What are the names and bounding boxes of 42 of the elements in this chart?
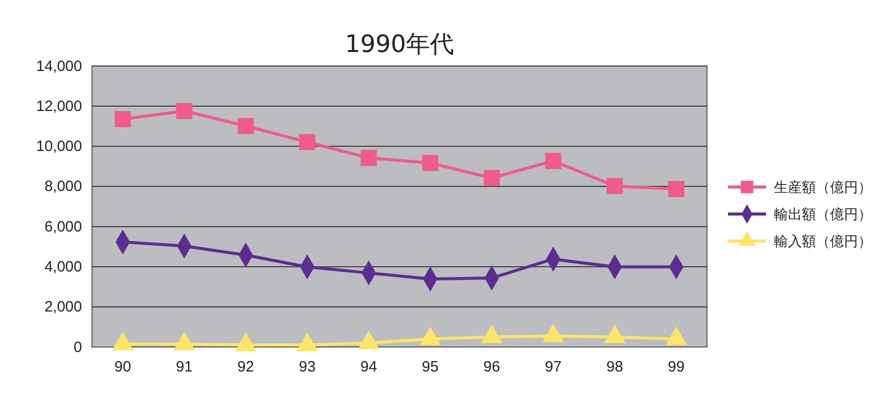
- x-tick-label: 95: [422, 358, 439, 376]
- point: [606, 178, 623, 194]
- point: [545, 152, 562, 169]
- point: [360, 150, 377, 166]
- x-tick-label: 99: [668, 358, 685, 376]
- x-tick-label: 94: [360, 358, 378, 376]
- point: [176, 102, 192, 120]
- point: [238, 118, 254, 134]
- point: [420, 326, 441, 346]
- point: [422, 154, 438, 172]
- point: [542, 324, 564, 342]
- x-tick-label: 93: [298, 358, 316, 376]
- point: [174, 332, 195, 350]
- legend-label: 輸入額（億円）: [774, 234, 872, 250]
- chart-title: 1990年代: [344, 30, 454, 58]
- x-tick-label: 96: [483, 358, 500, 376]
- x-tick-label: 98: [606, 358, 624, 376]
- point: [299, 134, 316, 150]
- x-tick-label: 91: [176, 358, 193, 376]
- point: [666, 326, 687, 346]
- point: [481, 324, 502, 344]
- y-tick-label: 4,000: [44, 258, 82, 276]
- y-tick-label: 2,000: [44, 298, 82, 316]
- x-tick-label: 92: [237, 358, 254, 376]
- point: [484, 170, 500, 186]
- point: [668, 180, 684, 198]
- point: [114, 111, 131, 128]
- y-tick-label: 10,000: [36, 138, 82, 156]
- legend-label: 生産額（億円）: [774, 180, 872, 196]
- point: [358, 330, 380, 350]
- point: [112, 332, 134, 350]
- y-tick-label: 8,000: [44, 178, 82, 196]
- y-tick-label: 12,000: [36, 98, 82, 115]
- y-tick-label: 0: [74, 338, 82, 356]
- point: [296, 332, 318, 352]
- x-tick-label: 90: [114, 358, 132, 376]
- point: [604, 324, 626, 344]
- y-tick-label: 6,000: [44, 218, 82, 236]
- legend-label: 輸出額（億円）: [774, 207, 872, 223]
- y-tick-label: 14,000: [36, 58, 82, 75]
- x-tick-label: 97: [544, 358, 562, 376]
- point: [235, 332, 256, 352]
